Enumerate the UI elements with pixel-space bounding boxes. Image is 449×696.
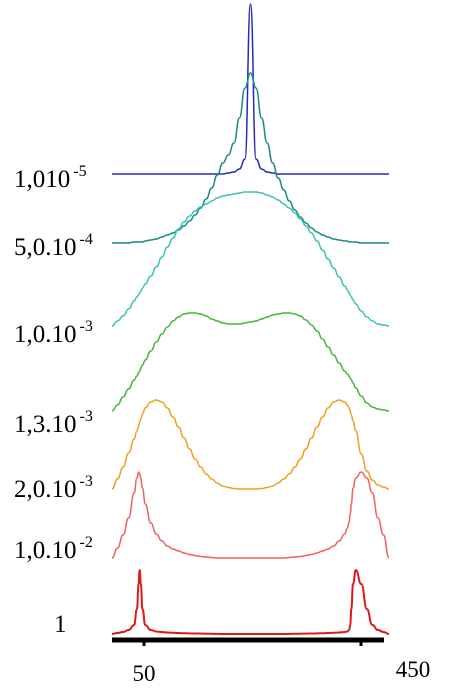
series-label-7: 1 — [54, 611, 67, 638]
series-label-1: 1,010 -5 — [14, 163, 87, 193]
series-label-exponent-6: -2 — [80, 534, 93, 551]
x-tick-label-450: 450 — [396, 657, 431, 682]
series-label-base-7: 1 — [54, 611, 67, 638]
series-label-3: 1,0.10 -3 — [14, 318, 93, 348]
series-layer — [111, 3, 390, 635]
series-label-base-3: 1,0.10 — [14, 321, 77, 348]
series-label-base-4: 1,3.10 — [14, 411, 77, 438]
series-label-base-6: 1,0.10 — [14, 537, 77, 564]
series-line-1 — [112, 3, 389, 175]
series-label-exponent-2: -4 — [80, 231, 93, 248]
series-label-exponent-4: -3 — [80, 408, 93, 425]
series-line-6 — [111, 471, 390, 559]
series-label-exponent-1: -5 — [73, 163, 86, 180]
series-label-base-1: 1,010 — [14, 166, 70, 193]
series-label-exponent-3: -3 — [80, 318, 93, 335]
series-label-base-5: 2,0.10 — [14, 476, 77, 503]
series-line-5 — [111, 399, 390, 490]
series-label-exponent-5: -3 — [80, 473, 93, 490]
series-line-7 — [111, 569, 390, 635]
series-label-4: 1,3.10 -3 — [14, 408, 93, 438]
series-line-4 — [111, 312, 390, 412]
series-label-layer: 1,010 -55,0.10 -41,0.10 -31,3.10 -32,0.10 -31… — [14, 163, 93, 638]
series-label-2: 5,0.10 -4 — [14, 231, 93, 261]
series-line-2 — [112, 72, 389, 244]
series-label-base-2: 5,0.10 — [14, 234, 77, 261]
series-line-3 — [111, 191, 390, 327]
x-tick-label-50: 50 — [133, 661, 156, 686]
series-label-6: 1,0.10 -2 — [14, 534, 93, 564]
series-label-5: 2,0.10 -3 — [14, 473, 93, 503]
